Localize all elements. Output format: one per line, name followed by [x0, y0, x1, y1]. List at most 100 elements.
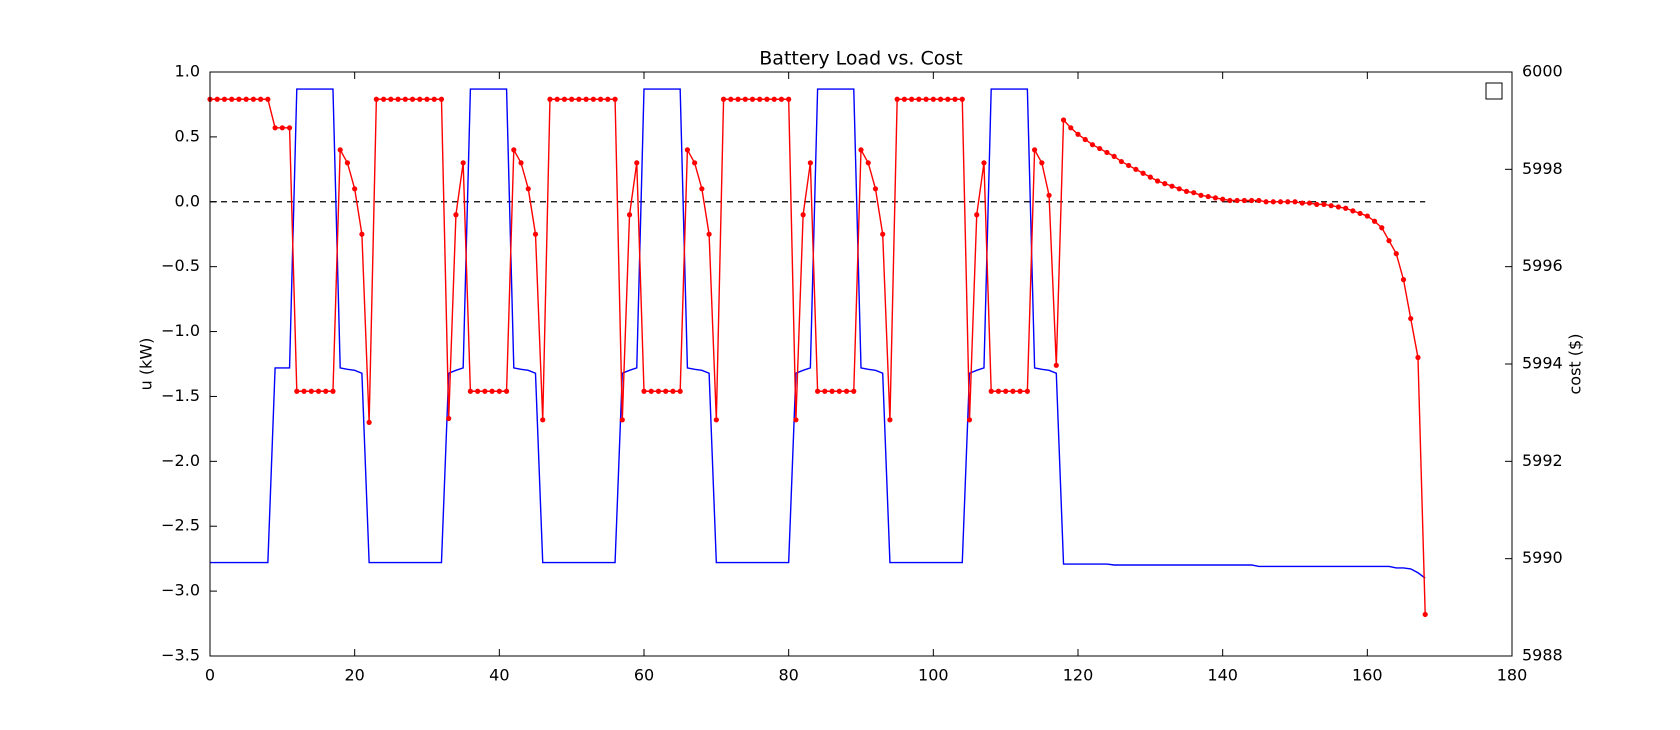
data-point: [1408, 315, 1414, 322]
data-point: [1205, 193, 1211, 200]
data-point: [937, 96, 944, 102]
data-point: [344, 160, 351, 166]
data-point: [1010, 388, 1016, 394]
y-tick-label: 0.5: [175, 126, 200, 145]
data-point: [1285, 199, 1291, 205]
data-point: [1371, 218, 1378, 224]
data-point: [966, 417, 973, 423]
data-point: [872, 186, 879, 192]
data-point: [352, 186, 358, 192]
data-point: [829, 388, 835, 394]
data-point: [764, 96, 770, 102]
y-tick-label: −3.5: [161, 646, 200, 665]
data-point: [598, 96, 604, 102]
data-point: [467, 388, 473, 394]
data-point: [851, 388, 857, 394]
data-point: [569, 96, 575, 102]
data-point: [959, 96, 965, 102]
data-point: [836, 388, 842, 394]
data-point: [858, 147, 864, 153]
data-point: [1292, 199, 1298, 205]
data-point: [778, 96, 785, 102]
y2-tick-label: 5996: [1522, 256, 1563, 275]
y2-tick-label: 5990: [1522, 548, 1563, 567]
data-point: [381, 96, 387, 102]
data-point: [475, 388, 481, 394]
data-point: [279, 125, 285, 131]
y2-tick-label: 5988: [1522, 646, 1563, 665]
data-point: [1075, 131, 1081, 137]
data-point: [1263, 199, 1269, 205]
data-point: [214, 96, 220, 102]
data-point: [1393, 251, 1399, 257]
data-point: [1277, 199, 1284, 205]
data-point: [757, 96, 763, 102]
data-point: [1386, 238, 1392, 244]
x-tick-label: 40: [489, 666, 509, 685]
data-point: [337, 147, 343, 153]
data-point: [424, 96, 430, 102]
data-point: [930, 96, 936, 102]
data-point: [561, 96, 568, 102]
data-point: [489, 388, 495, 394]
x-tick-label: 0: [205, 666, 215, 685]
x-tick-label: 180: [1497, 666, 1528, 685]
data-point: [815, 388, 821, 394]
data-point: [366, 419, 372, 425]
data-point: [1299, 200, 1305, 206]
data-point: [1169, 183, 1175, 189]
data-point: [648, 388, 654, 394]
data-point: [482, 388, 488, 394]
x-tick-label: 80: [778, 666, 798, 685]
data-point: [1400, 277, 1407, 283]
data-point: [496, 388, 502, 394]
data-point: [822, 388, 828, 394]
data-point: [1068, 125, 1074, 131]
data-point: [1234, 197, 1240, 204]
data-point: [612, 96, 618, 102]
data-point: [1089, 142, 1096, 148]
data-point: [453, 212, 459, 218]
data-point: [409, 96, 416, 102]
data-point: [1249, 197, 1255, 204]
data-point: [308, 388, 314, 394]
data-point: [1053, 362, 1059, 368]
data-point: [265, 96, 271, 102]
data-point: [250, 96, 256, 102]
data-point: [1162, 181, 1168, 187]
data-point: [634, 160, 640, 166]
data-point: [771, 96, 777, 102]
data-point: [438, 96, 445, 102]
data-point: [880, 231, 886, 237]
data-point: [286, 125, 293, 131]
data-point: [692, 160, 698, 166]
data-point: [1111, 153, 1117, 159]
data-point: [511, 147, 517, 153]
data-point: [663, 388, 669, 394]
data-point: [1183, 188, 1190, 194]
y2-tick-label: 5998: [1522, 159, 1563, 178]
data-point: [793, 417, 799, 423]
y-tick-label: −1.5: [161, 386, 200, 405]
data-point: [1328, 203, 1334, 209]
x-tick-label: 120: [1063, 666, 1094, 685]
data-point: [540, 417, 546, 423]
x-tick-label: 20: [344, 666, 364, 685]
data-point: [323, 388, 329, 394]
data-point: [865, 160, 871, 166]
data-point: [1140, 170, 1146, 176]
data-point: [446, 415, 452, 422]
y-tick-label: −2.5: [161, 516, 200, 535]
data-point: [1256, 197, 1262, 204]
data-point: [1364, 213, 1370, 219]
data-point: [1003, 388, 1009, 394]
data-point: [706, 231, 712, 237]
data-point: [547, 96, 553, 102]
data-point: [1104, 149, 1110, 156]
y-tick-label: −0.5: [161, 256, 200, 275]
data-point: [373, 96, 379, 102]
data-point: [1024, 388, 1030, 394]
data-point: [590, 96, 596, 102]
